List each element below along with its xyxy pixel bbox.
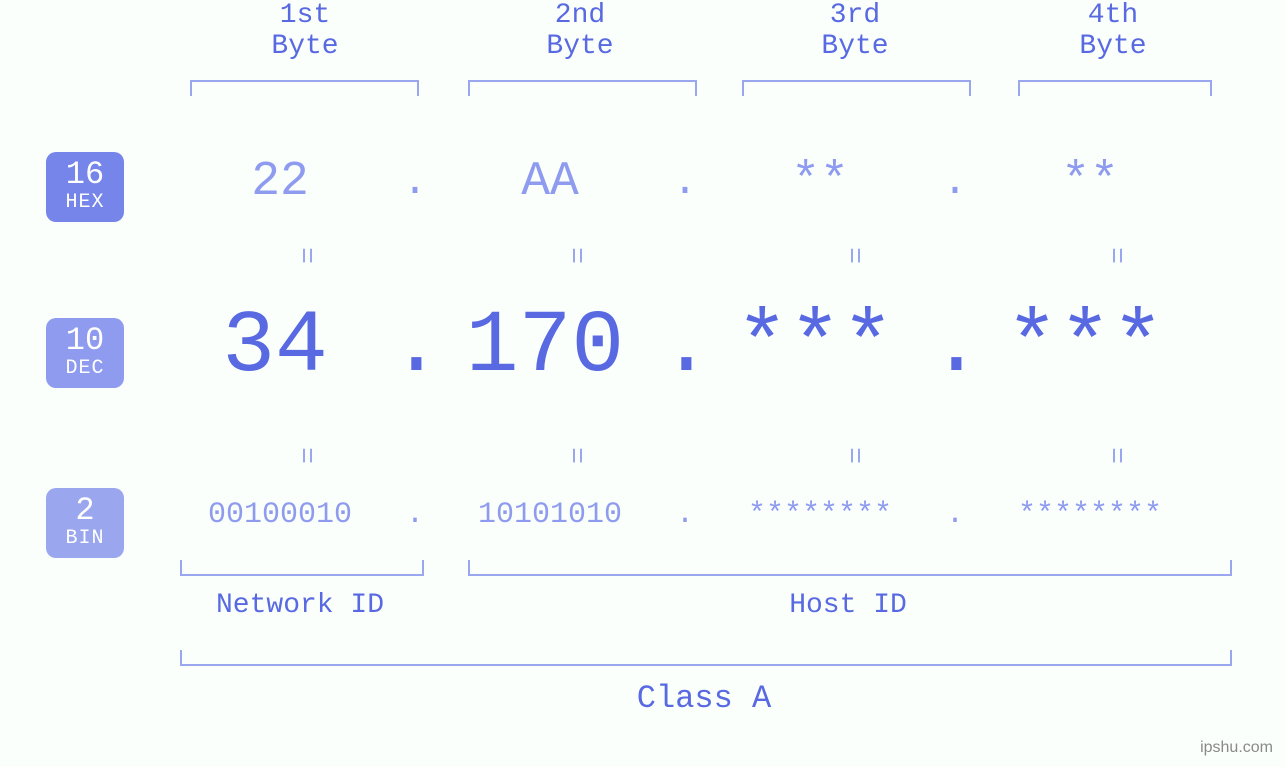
hex-dot-3: . xyxy=(940,158,970,206)
eq-hex-dec-2: = xyxy=(560,241,591,271)
bin-dot-1: . xyxy=(400,498,430,532)
bracket-byte-1 xyxy=(190,80,419,96)
label-class: Class A xyxy=(180,680,1228,717)
byte-label-2: 2nd Byte xyxy=(515,0,645,62)
row-hex: 22 . AA . ** . ** xyxy=(160,155,1265,209)
bin-byte-3: ******** xyxy=(700,498,940,532)
byte-label-4: 4th Byte xyxy=(1048,0,1178,62)
hex-byte-1: 22 xyxy=(160,155,400,209)
bin-dot-2: . xyxy=(670,498,700,532)
dec-byte-2: 170 xyxy=(430,298,660,397)
hex-byte-2: AA xyxy=(430,155,670,209)
bin-byte-4: ******** xyxy=(970,498,1210,532)
eq-dec-bin-3: = xyxy=(838,441,869,471)
hex-dot-2: . xyxy=(670,158,700,206)
bracket-class xyxy=(180,650,1232,666)
bin-byte-2: 10101010 xyxy=(430,498,670,532)
badge-bin-num: 2 xyxy=(46,494,124,528)
badge-dec-num: 10 xyxy=(46,324,124,358)
badge-hex: 16 HEX xyxy=(46,152,124,222)
badge-bin: 2 BIN xyxy=(46,488,124,558)
eq-hex-dec-3: = xyxy=(838,241,869,271)
dec-dot-1: . xyxy=(390,298,430,397)
hex-byte-3: ** xyxy=(700,155,940,209)
eq-hex-dec-4: = xyxy=(1100,241,1131,271)
hex-byte-4: ** xyxy=(970,155,1210,209)
hex-dot-1: . xyxy=(400,158,430,206)
eq-dec-bin-4: = xyxy=(1100,441,1131,471)
eq-dec-bin-1: = xyxy=(290,441,321,471)
row-bin: 00100010 . 10101010 . ******** . *******… xyxy=(160,498,1265,532)
bracket-host xyxy=(468,560,1232,576)
badge-bin-label: BIN xyxy=(46,528,124,550)
badge-dec: 10 DEC xyxy=(46,318,124,388)
dec-dot-2: . xyxy=(660,298,700,397)
eq-hex-dec-1: = xyxy=(290,241,321,271)
bracket-byte-4 xyxy=(1018,80,1212,96)
dec-byte-1: 34 xyxy=(160,298,390,397)
byte-label-3: 3rd Byte xyxy=(790,0,920,62)
attribution: ipshu.com xyxy=(1200,739,1273,757)
byte-label-1: 1st Byte xyxy=(240,0,370,62)
badge-dec-label: DEC xyxy=(46,358,124,380)
label-network-id: Network ID xyxy=(180,590,420,621)
dec-byte-3: *** xyxy=(700,298,930,397)
dec-dot-3: . xyxy=(930,298,970,397)
eq-dec-bin-2: = xyxy=(560,441,591,471)
label-host-id: Host ID xyxy=(468,590,1228,621)
dec-byte-4: *** xyxy=(970,298,1200,397)
bin-dot-3: . xyxy=(940,498,970,532)
badge-hex-num: 16 xyxy=(46,158,124,192)
bracket-byte-2 xyxy=(468,80,697,96)
bin-byte-1: 00100010 xyxy=(160,498,400,532)
row-dec: 34 . 170 . *** . *** xyxy=(160,298,1265,397)
badge-hex-label: HEX xyxy=(46,192,124,214)
bracket-network xyxy=(180,560,424,576)
bracket-byte-3 xyxy=(742,80,971,96)
